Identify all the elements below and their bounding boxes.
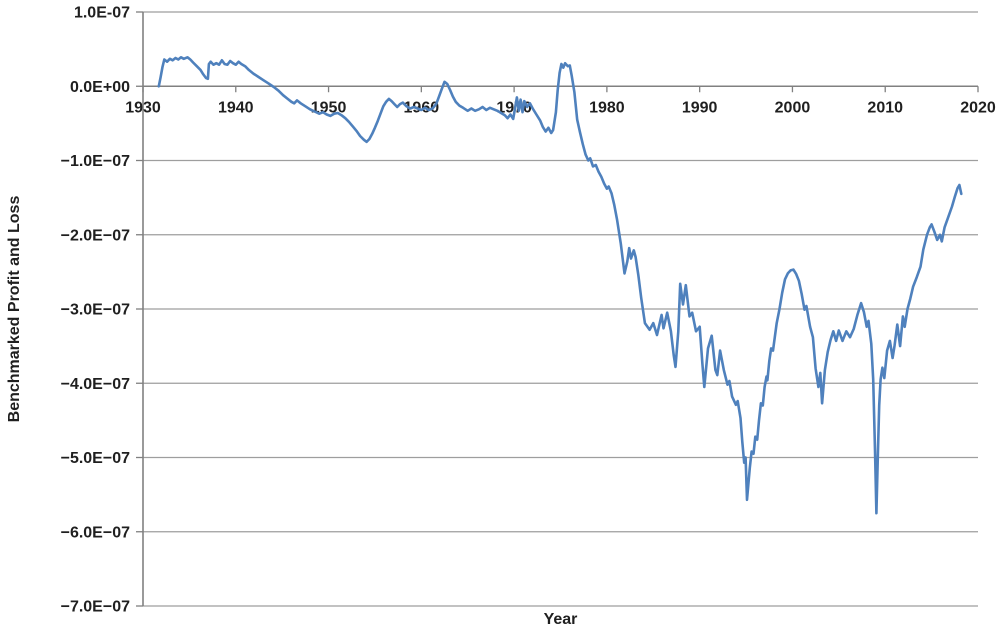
y-tick-label: −4.0E−07 xyxy=(61,376,131,393)
y-tick-label: −2.0E−07 xyxy=(61,227,131,244)
x-axis-title: Year xyxy=(543,611,578,628)
y-tick-label: −3.0E−07 xyxy=(61,302,131,319)
x-tick-label: 2010 xyxy=(867,99,903,116)
x-tick-label: 1940 xyxy=(218,99,254,116)
y-axis-title: Benchmarked Profit and Loss xyxy=(6,195,23,423)
x-tick-label: 1990 xyxy=(682,99,718,116)
x-tick-label: 2000 xyxy=(775,99,811,116)
x-tick-label: 1930 xyxy=(125,99,161,116)
y-tick-label: 0.0E+00 xyxy=(70,79,130,96)
y-tick-label: −1.0E−07 xyxy=(61,153,131,170)
y-tick-label: −6.0E−07 xyxy=(61,524,131,541)
x-tick-label: 1980 xyxy=(589,99,625,116)
y-tick-label: −7.0E−07 xyxy=(61,599,131,616)
x-tick-label: 1960 xyxy=(404,99,440,116)
y-tick-label: 1.0E-07 xyxy=(74,5,130,22)
x-tick-label: 2020 xyxy=(960,99,996,116)
y-tick-label: −5.0E−07 xyxy=(61,450,131,467)
profit-loss-line xyxy=(157,56,963,515)
